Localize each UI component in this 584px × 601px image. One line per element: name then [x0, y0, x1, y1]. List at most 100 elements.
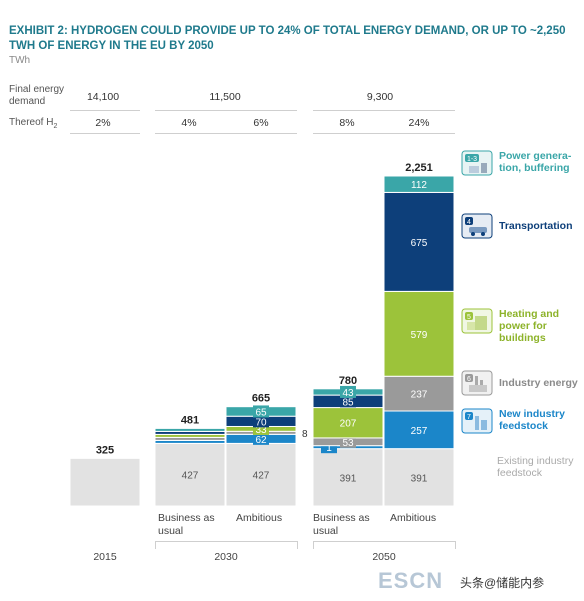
legend-item-transport: 4 Transportation — [461, 213, 581, 239]
final-2015: 14,100 — [86, 91, 120, 103]
table-separator — [70, 133, 140, 134]
chart-title: EXHIBIT 2: HYDROGEN COULD PROVIDE UP TO … — [9, 25, 566, 52]
segment-label: 33 — [255, 425, 267, 436]
transport-icon: 4 — [461, 213, 493, 239]
final-2050: 9,300 — [366, 91, 394, 103]
bar-segment — [383, 175, 455, 193]
bar-total-label: 2,251 — [405, 162, 433, 174]
segment-label: 85 — [342, 397, 354, 408]
legend-number: 7 — [467, 414, 471, 421]
year-2030: 2030 — [214, 551, 238, 563]
bar-segment — [383, 375, 455, 412]
segment-label-box — [253, 432, 269, 445]
final-energy-label-line1: Final energy — [9, 84, 65, 95]
legend-item-existing-feedstock: Existing industry feedstock — [497, 455, 579, 479]
h2-2015: 2% — [95, 117, 111, 129]
segment-label: 391 — [340, 473, 357, 484]
bar-segment — [383, 191, 455, 292]
year-2050: 2050 — [372, 551, 396, 563]
segment-label: 65 — [255, 407, 267, 418]
thereof-h2-label: Thereof H2 — [9, 117, 57, 133]
segment-label: 675 — [411, 238, 428, 249]
building-icon: 5 — [461, 308, 493, 334]
segment-label: 62 — [255, 435, 267, 446]
segment-label-box — [340, 395, 356, 408]
h2-2030-amb: 6% — [253, 117, 269, 129]
year-bracket — [313, 541, 314, 549]
segment-label: 427 — [253, 471, 270, 482]
bar-segment — [383, 448, 455, 507]
final-energy-label: Final energy demand — [9, 84, 64, 108]
h2-2030-bau: 4% — [181, 117, 197, 129]
category-2030-amb: Ambitious — [236, 512, 283, 524]
segment-label: 43 — [342, 388, 354, 399]
legend-item-power: 1-3 Power genera-tion, buffering — [461, 150, 581, 176]
legend-label: Industry energy — [499, 377, 578, 389]
segment-label: 391 — [411, 473, 428, 484]
year-bracket — [455, 541, 456, 549]
segment-label: 427 — [182, 471, 199, 482]
year-bracket — [297, 541, 298, 549]
segment-label: 1 — [326, 443, 332, 454]
bar-segment — [312, 448, 384, 507]
bar-total-label: 780 — [339, 375, 357, 387]
legend-label: New industry feedstock — [499, 408, 565, 432]
segment-label: 237 — [411, 390, 428, 401]
legend-number: 1-3 — [467, 156, 477, 163]
table-separator — [313, 133, 455, 134]
table-separator — [313, 110, 455, 111]
thereof-h2-sub: 2 — [53, 123, 58, 130]
legend-number: 6 — [467, 376, 471, 383]
legend-label: Heating and power for buildings — [499, 308, 560, 344]
power-plant-icon: 1-3 — [461, 150, 493, 176]
h2-2050-bau: 8% — [339, 117, 355, 129]
segment-label: 53 — [342, 438, 354, 449]
category-2050-bau: Business as usual — [313, 512, 370, 538]
segment-label-box — [253, 415, 269, 428]
final-energy-label-line2: demand — [9, 96, 46, 107]
bar-total-label: 325 — [96, 444, 114, 456]
bar-segment — [383, 410, 455, 450]
category-2030-bau: Business as usual — [158, 512, 215, 538]
category-2050-amb: Ambitious — [390, 512, 437, 524]
bar-segment — [154, 427, 226, 432]
segment-label: 207 — [340, 419, 357, 430]
feedstock-icon: 7 — [461, 408, 493, 434]
legend-item-industry-energy: 6 Industry energy — [461, 370, 581, 396]
segment-label-box — [253, 405, 269, 418]
bar-segment — [312, 407, 384, 439]
unit-label: TWh — [9, 55, 31, 66]
table-separator — [155, 133, 297, 134]
year-bracket — [155, 541, 156, 549]
bar-segment — [383, 290, 455, 377]
bar-segment — [154, 442, 226, 507]
thereof-h2-text: Thereof H — [9, 117, 54, 128]
segment-label: 8 — [302, 429, 308, 440]
legend-number: 5 — [467, 314, 471, 321]
bar-segment — [69, 457, 141, 507]
legend-item-buildings: 5 Heating and power for buildings — [461, 308, 581, 344]
table-separator — [155, 110, 297, 111]
bar-total-label: 665 — [252, 393, 270, 405]
legend-number: 4 — [467, 219, 471, 226]
category-2050-bau-line2: usual — [313, 525, 339, 537]
bar-total-label: 481 — [181, 414, 199, 426]
h2-2050-amb: 24% — [408, 117, 430, 129]
year-2015: 2015 — [93, 551, 117, 563]
segment-label: 579 — [411, 330, 428, 341]
table-separator — [70, 110, 140, 111]
category-2050-bau-line1: Business as — [313, 512, 370, 524]
segment-label: 70 — [255, 417, 267, 428]
category-2030-bau-line1: Business as — [158, 512, 215, 524]
year-separator — [155, 541, 297, 542]
year-separator — [313, 541, 455, 542]
watermark-logo: ESCN — [378, 568, 444, 593]
final-2030: 11,500 — [209, 91, 241, 103]
category-2030-bau-line2: usual — [158, 525, 184, 537]
watermark-caption: 头条@储能内参 — [460, 576, 545, 590]
bar-segment — [225, 442, 297, 507]
segment-label: 112 — [411, 180, 427, 191]
segment-label: 257 — [411, 426, 428, 437]
legend-label: Transportation — [499, 220, 573, 232]
